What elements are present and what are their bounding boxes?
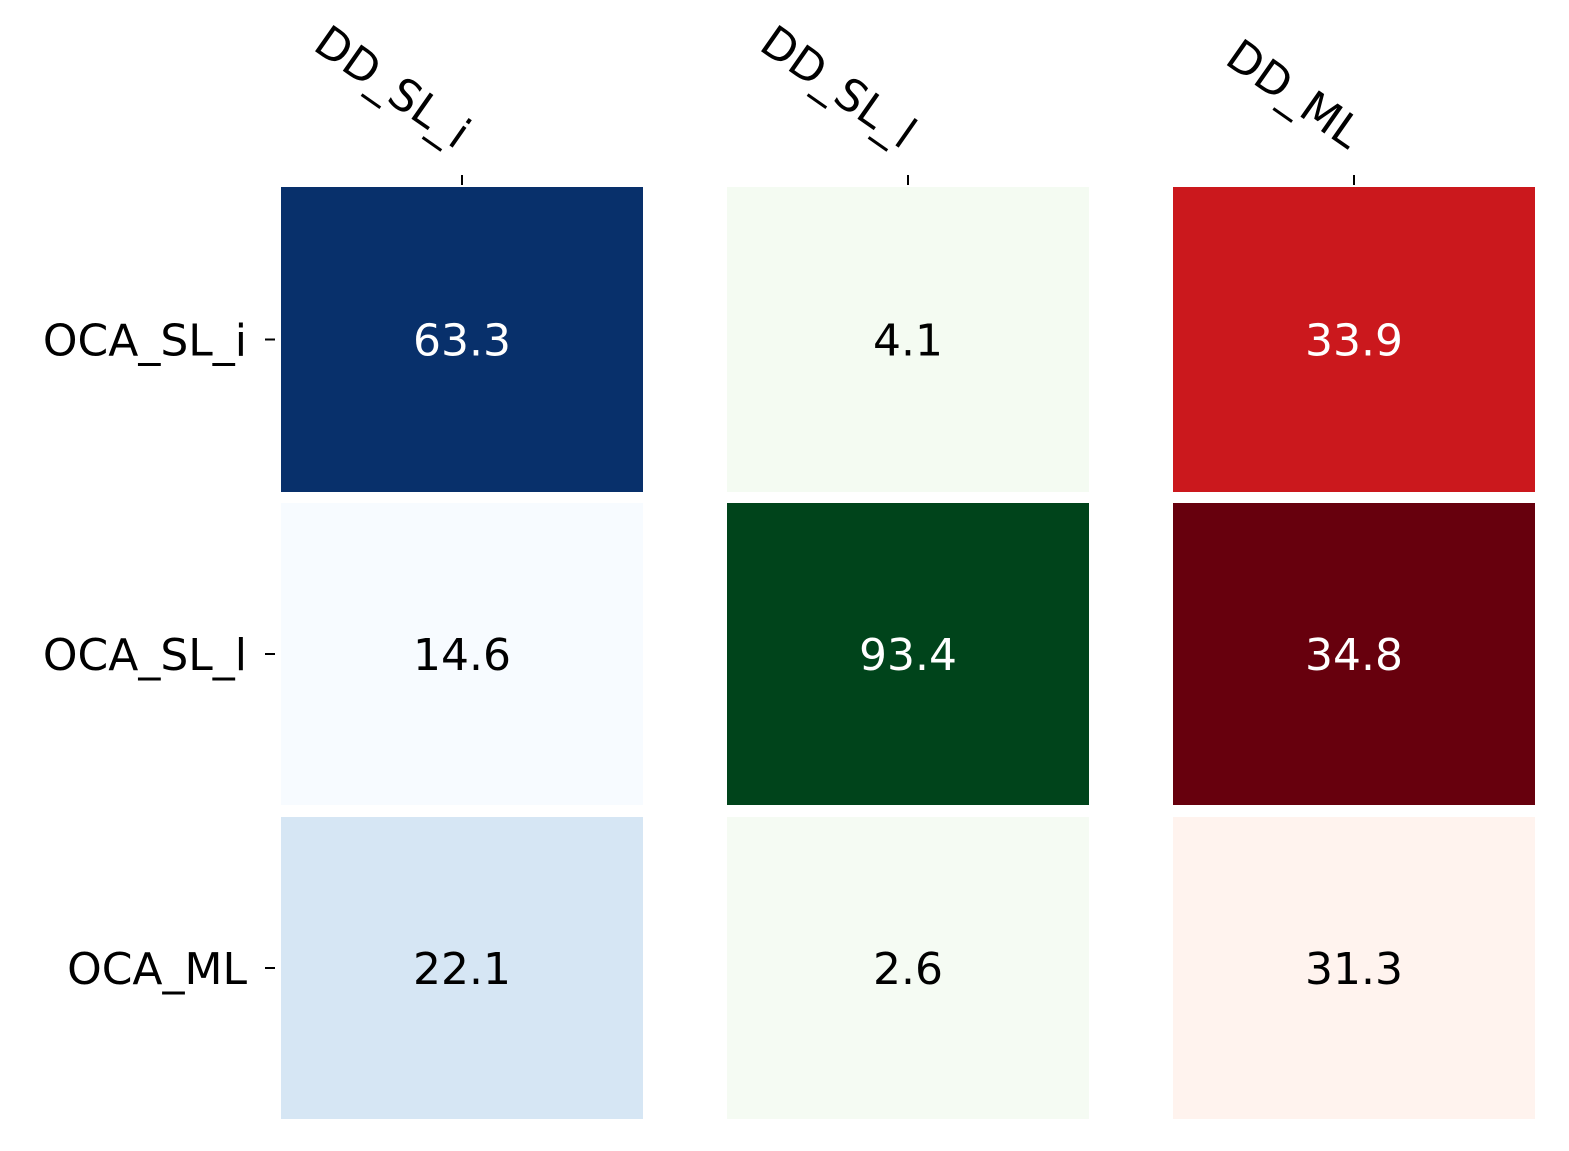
heatmap-cell <box>281 817 643 1119</box>
heatmap-cell <box>1173 503 1535 805</box>
cell-value-label: 22.1 <box>413 944 511 995</box>
cell-value-label: 34.8 <box>1305 630 1403 681</box>
cell-value-label: 33.9 <box>1305 316 1403 367</box>
y-tick-label: OCA_ML <box>67 944 247 995</box>
cell-value-label: 31.3 <box>1305 944 1403 995</box>
y-tick-label: OCA_SL_i <box>43 316 247 367</box>
heatmap-cell <box>727 817 1089 1119</box>
cell-value-label: 14.6 <box>413 630 511 681</box>
cell-value-label: 4.1 <box>873 316 943 367</box>
heatmap-cell <box>1173 187 1535 492</box>
cell-value-label: 2.6 <box>873 944 943 995</box>
cell-value-label: 63.3 <box>413 316 511 367</box>
heatmap-cell <box>281 187 643 492</box>
x-tick-label: DD_ML <box>1217 30 1371 159</box>
x-tick-label: DD_SL_i <box>305 16 479 159</box>
heatmap-cell <box>727 187 1089 492</box>
heatmap-cell <box>727 503 1089 805</box>
heatmap-cell <box>1173 817 1535 1119</box>
y-tick-label: OCA_SL_l <box>43 630 247 681</box>
heatmap-cell <box>281 503 643 805</box>
cell-value-label: 93.4 <box>859 630 957 681</box>
x-tick-label: DD_SL_l <box>751 16 925 159</box>
